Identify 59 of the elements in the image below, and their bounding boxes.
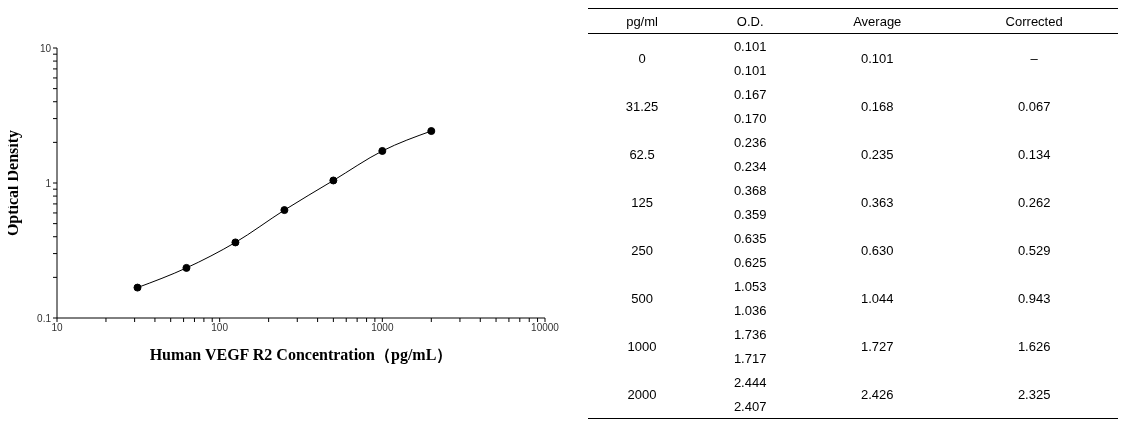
point bbox=[231, 238, 240, 247]
category-label: 31.25 bbox=[624, 97, 660, 116]
data-label: 1.053 bbox=[732, 277, 768, 296]
data-label: 0.170 bbox=[732, 109, 768, 128]
text: Corrected bbox=[1004, 12, 1064, 31]
category-label: 1000 bbox=[626, 337, 658, 356]
y-tick-label: 0.1 bbox=[37, 312, 52, 324]
text: O.D. bbox=[735, 12, 765, 31]
x-axis-title: Human VEGF R2 Concentration（pg/mL） bbox=[149, 346, 453, 364]
point bbox=[133, 283, 142, 292]
point bbox=[182, 263, 191, 272]
data-label: 0.262 bbox=[1016, 193, 1052, 212]
data-label: 0.235 bbox=[860, 145, 895, 164]
data-label: – bbox=[1029, 49, 1039, 68]
data-label: 0.368 bbox=[732, 181, 768, 200]
x-tick-label: 100 bbox=[211, 322, 229, 334]
data-label: 1.036 bbox=[732, 301, 768, 320]
category-label: 500 bbox=[630, 289, 654, 308]
point bbox=[280, 206, 289, 215]
category-label: 0 bbox=[637, 49, 647, 68]
data-label: 1.044 bbox=[860, 289, 895, 308]
x-tick-label: 10 bbox=[51, 322, 63, 334]
data-label: 0.101 bbox=[732, 37, 768, 56]
data-label: 0.635 bbox=[732, 229, 768, 248]
point bbox=[329, 176, 338, 185]
data-label: 0.943 bbox=[1016, 289, 1052, 308]
text: Average bbox=[852, 12, 903, 31]
data-label: 2.426 bbox=[860, 385, 895, 404]
category-label: 62.5 bbox=[628, 145, 656, 164]
text: pg/ml bbox=[625, 12, 659, 31]
data-label: 2.444 bbox=[732, 373, 768, 392]
data-label: 1.626 bbox=[1016, 337, 1052, 356]
data-label: 1.727 bbox=[860, 337, 895, 356]
data-label: 0.067 bbox=[1016, 97, 1052, 116]
data-label: 0.101 bbox=[732, 61, 768, 80]
x-tick-label: 10000 bbox=[531, 322, 560, 334]
data-label: 0.167 bbox=[732, 85, 768, 104]
data-label: 0.363 bbox=[860, 193, 895, 212]
point bbox=[427, 127, 436, 136]
data-label: 0.630 bbox=[860, 241, 895, 260]
data-label: 0.529 bbox=[1016, 241, 1052, 260]
category-label: 2000 bbox=[626, 385, 658, 404]
x-tick-label: 1000 bbox=[371, 322, 394, 334]
data-label: 0.168 bbox=[860, 97, 895, 116]
data-label: 0.101 bbox=[860, 49, 895, 68]
y-tick-label: 1 bbox=[45, 177, 52, 189]
data-label: 1.717 bbox=[732, 349, 768, 368]
data-label: 1.736 bbox=[732, 325, 768, 344]
data-label: 0.134 bbox=[1016, 145, 1052, 164]
data-label: 2.407 bbox=[732, 397, 768, 416]
point bbox=[378, 146, 387, 155]
data-label: 0.359 bbox=[732, 205, 768, 224]
category-label: 250 bbox=[630, 241, 654, 260]
data-label: 0.234 bbox=[732, 157, 768, 176]
category-label: 125 bbox=[630, 193, 654, 212]
data-label: 2.325 bbox=[1016, 385, 1052, 404]
data-label: 0.236 bbox=[732, 133, 768, 152]
data-label: 0.625 bbox=[732, 253, 768, 272]
y-tick-label: 10 bbox=[39, 42, 52, 54]
